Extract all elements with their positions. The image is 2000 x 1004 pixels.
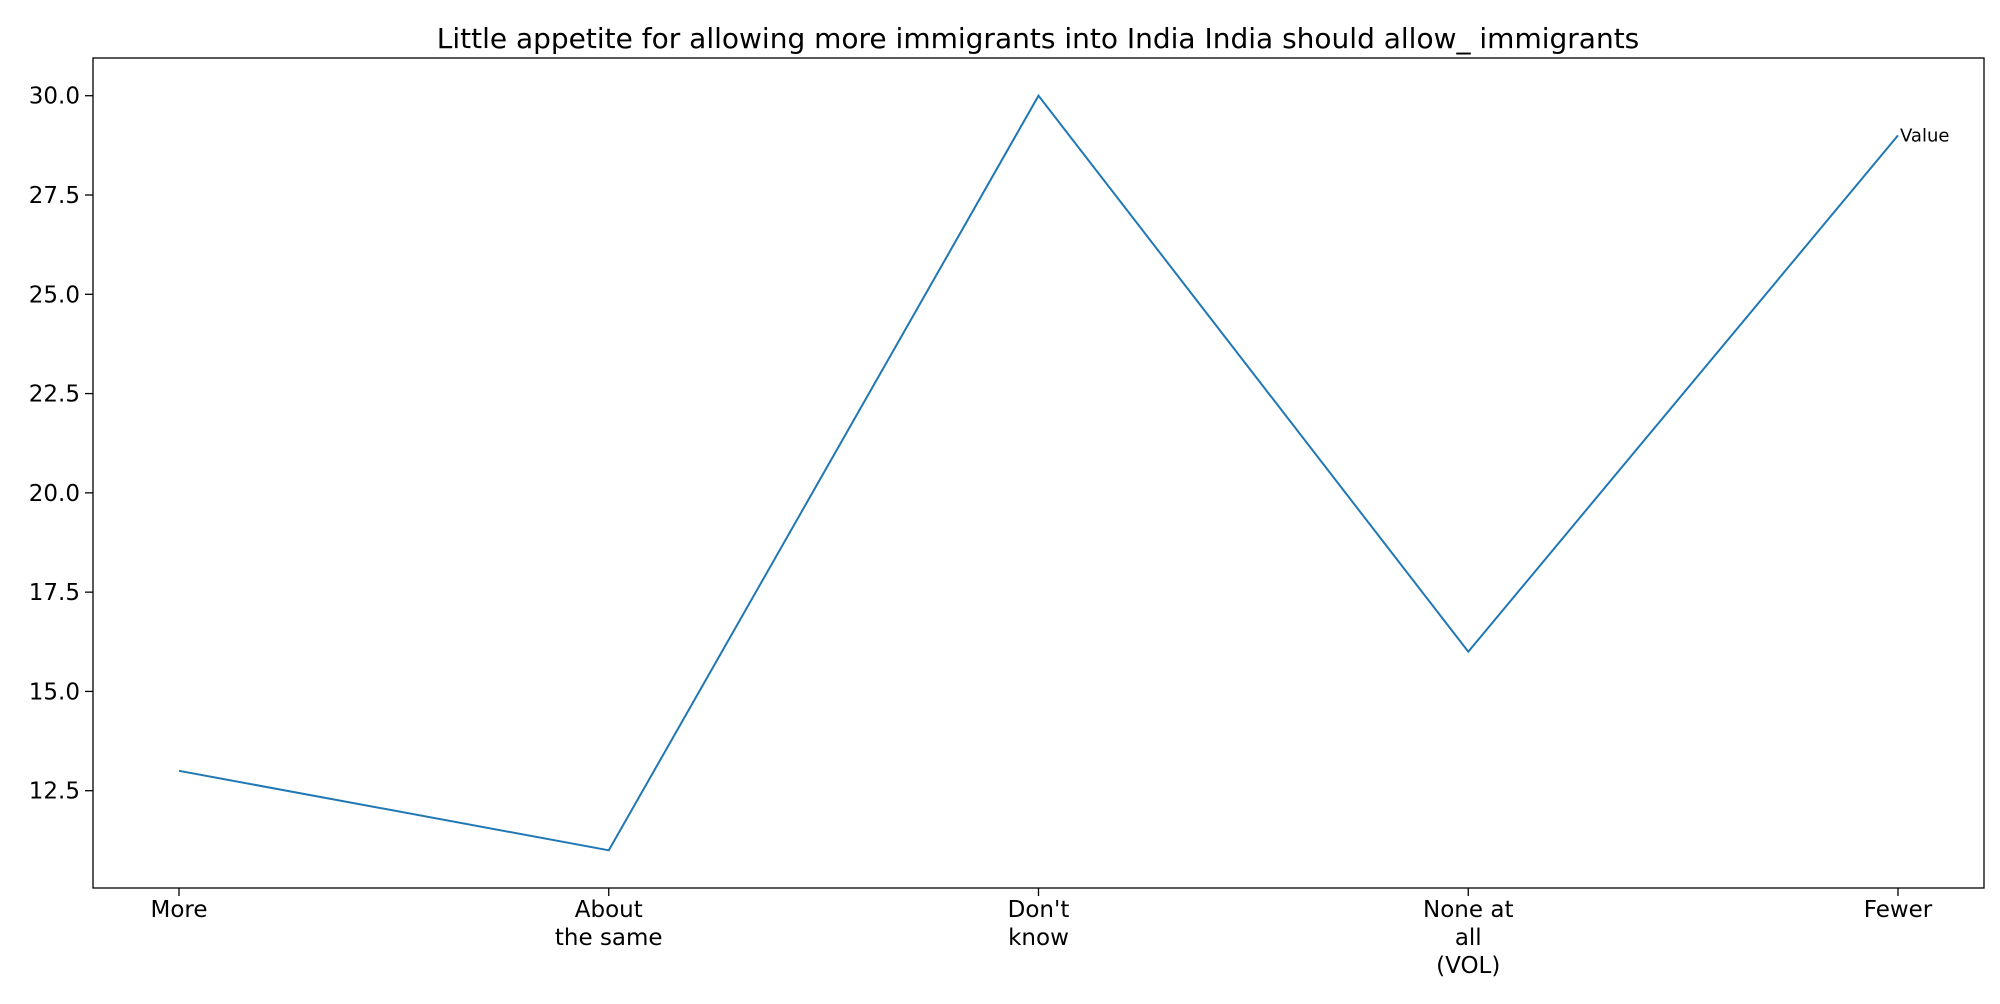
series-layer: Value [178,93,1949,852]
x-tick-label-line: About [575,897,643,923]
x-tick-label-line: More [150,897,207,923]
x-tick-label-line: the same [555,925,663,951]
y-tick-label: 25.0 [29,282,80,308]
chart-title: Little appetite for allowing more immigr… [437,22,1640,55]
x-tick-label-line: know [1008,925,1069,951]
y-tick-label: 20.0 [29,481,80,507]
y-axis: 12.5 15.0 17.5 20.0 22.5 25.0 27.5 30.0 [29,84,93,805]
x-tick-label-line: (VOL) [1436,953,1500,979]
series-line [178,93,1899,852]
series-end-label: Value [1900,125,1949,146]
y-tick-label: 15.0 [29,679,80,705]
x-tick-label: Don't know [1008,897,1070,951]
y-tick-label: 12.5 [29,779,80,805]
y-tick-label: 22.5 [29,382,80,408]
x-tick-label: More [150,897,207,923]
y-tick-label: 17.5 [29,580,80,606]
y-tick-label: 30.0 [29,84,80,110]
x-tick-label: Fewer [1864,897,1933,923]
x-tick-label-line: Don't [1008,897,1070,923]
x-tick-label-line: all [1455,925,1482,951]
x-axis: More About the same Don't know None at all (VOL… [150,888,1933,979]
y-tick-label: 27.5 [29,183,80,209]
plot-frame [92,57,1985,889]
x-tick-label: About the same [555,897,663,951]
x-tick-label-line: None at [1423,897,1513,923]
x-tick-label: None at all (VOL) [1423,897,1513,979]
x-tick-label-line: Fewer [1864,897,1933,923]
